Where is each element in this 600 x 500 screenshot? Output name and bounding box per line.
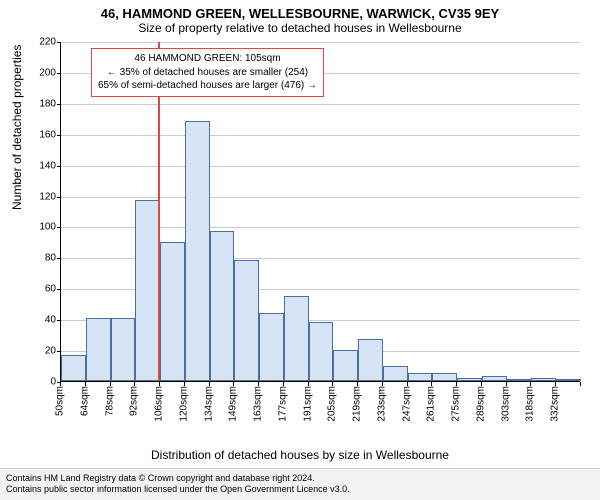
histogram-bar <box>482 376 507 381</box>
xtick-label: 261sqm <box>426 386 437 422</box>
histogram-bar <box>408 373 433 381</box>
ytick-mark <box>57 197 61 198</box>
histogram-bar <box>531 378 556 381</box>
plot-area: 46 HAMMOND GREEN: 105sqm← 35% of detache… <box>60 42 580 382</box>
ytick-label: 80 <box>26 253 56 264</box>
chart-area: 46 HAMMOND GREEN: 105sqm← 35% of detache… <box>60 42 580 422</box>
xtick-label: 233sqm <box>376 386 387 422</box>
ytick-mark <box>57 320 61 321</box>
xtick-label: 191sqm <box>302 386 313 422</box>
histogram-bar <box>210 231 235 381</box>
ytick-mark <box>57 73 61 74</box>
ytick-label: 220 <box>26 37 56 48</box>
histogram-bar <box>160 242 185 381</box>
footer-line-2: Contains public sector information licen… <box>6 484 594 496</box>
xtick-label: 177sqm <box>277 386 288 422</box>
xtick-label: 106sqm <box>154 386 165 422</box>
xtick-label: 64sqm <box>79 386 90 416</box>
histogram-bar <box>185 121 210 381</box>
x-axis-label: Distribution of detached houses by size … <box>0 448 600 462</box>
xtick-label: 303sqm <box>500 386 511 422</box>
footer: Contains HM Land Registry data © Crown c… <box>0 468 600 500</box>
annotation-line: 46 HAMMOND GREEN: 105sqm <box>98 52 317 66</box>
annotation-line: 65% of semi-detached houses are larger (… <box>98 79 317 93</box>
histogram-bar <box>556 379 581 381</box>
ytick-mark <box>57 289 61 290</box>
xtick-label: 247sqm <box>401 386 412 422</box>
histogram-bar <box>333 350 358 381</box>
ytick-mark <box>57 166 61 167</box>
histogram-bar <box>358 339 383 381</box>
chart-title: 46, HAMMOND GREEN, WELLESBOURNE, WARWICK… <box>0 0 600 21</box>
histogram-bar <box>284 296 309 381</box>
xtick-label: 92sqm <box>129 386 140 416</box>
ytick-label: 40 <box>26 315 56 326</box>
ytick-label: 120 <box>26 191 56 202</box>
footer-line-1: Contains HM Land Registry data © Crown c… <box>6 473 594 485</box>
histogram-bar <box>234 260 259 381</box>
ytick-mark <box>57 258 61 259</box>
xtick-label: 205sqm <box>327 386 338 422</box>
annotation-box: 46 HAMMOND GREEN: 105sqm← 35% of detache… <box>91 48 324 97</box>
ytick-mark <box>57 135 61 136</box>
ytick-mark <box>57 351 61 352</box>
ytick-label: 160 <box>26 129 56 140</box>
histogram-bar <box>383 366 408 381</box>
histogram-bar <box>61 355 86 381</box>
xtick-label: 78sqm <box>104 386 115 416</box>
histogram-bar <box>135 200 160 381</box>
xtick-label: 219sqm <box>352 386 363 422</box>
annotation-line: ← 35% of detached houses are smaller (25… <box>98 66 317 80</box>
xtick-label: 50sqm <box>55 386 66 416</box>
ytick-label: 60 <box>26 284 56 295</box>
xtick-label: 163sqm <box>253 386 264 422</box>
y-axis-label: Number of detached properties <box>10 45 24 210</box>
ytick-label: 200 <box>26 67 56 78</box>
histogram-bar <box>507 379 532 381</box>
xtick-label: 149sqm <box>228 386 239 422</box>
xtick-label: 134sqm <box>203 386 214 422</box>
xtick-label: 289sqm <box>475 386 486 422</box>
xtick-label: 318sqm <box>525 386 536 422</box>
histogram-bar <box>111 318 136 381</box>
xtick-label: 275sqm <box>451 386 462 422</box>
gridline <box>61 135 580 136</box>
xtick-label: 120sqm <box>178 386 189 422</box>
ytick-label: 0 <box>26 377 56 388</box>
xtick-label: 332sqm <box>550 386 561 422</box>
xtick-mark <box>580 382 581 386</box>
chart-container: 46, HAMMOND GREEN, WELLESBOURNE, WARWICK… <box>0 0 600 500</box>
histogram-bar <box>86 318 111 381</box>
histogram-bar <box>457 378 482 381</box>
ytick-mark <box>57 227 61 228</box>
gridline <box>61 42 580 43</box>
chart-subtitle: Size of property relative to detached ho… <box>0 21 600 39</box>
ytick-label: 180 <box>26 98 56 109</box>
ytick-label: 140 <box>26 160 56 171</box>
ytick-label: 100 <box>26 222 56 233</box>
ytick-mark <box>57 104 61 105</box>
histogram-bar <box>432 373 457 381</box>
ytick-mark <box>57 42 61 43</box>
histogram-bar <box>259 313 284 381</box>
ytick-label: 20 <box>26 346 56 357</box>
gridline <box>61 197 580 198</box>
gridline <box>61 104 580 105</box>
histogram-bar <box>309 322 334 381</box>
gridline <box>61 166 580 167</box>
